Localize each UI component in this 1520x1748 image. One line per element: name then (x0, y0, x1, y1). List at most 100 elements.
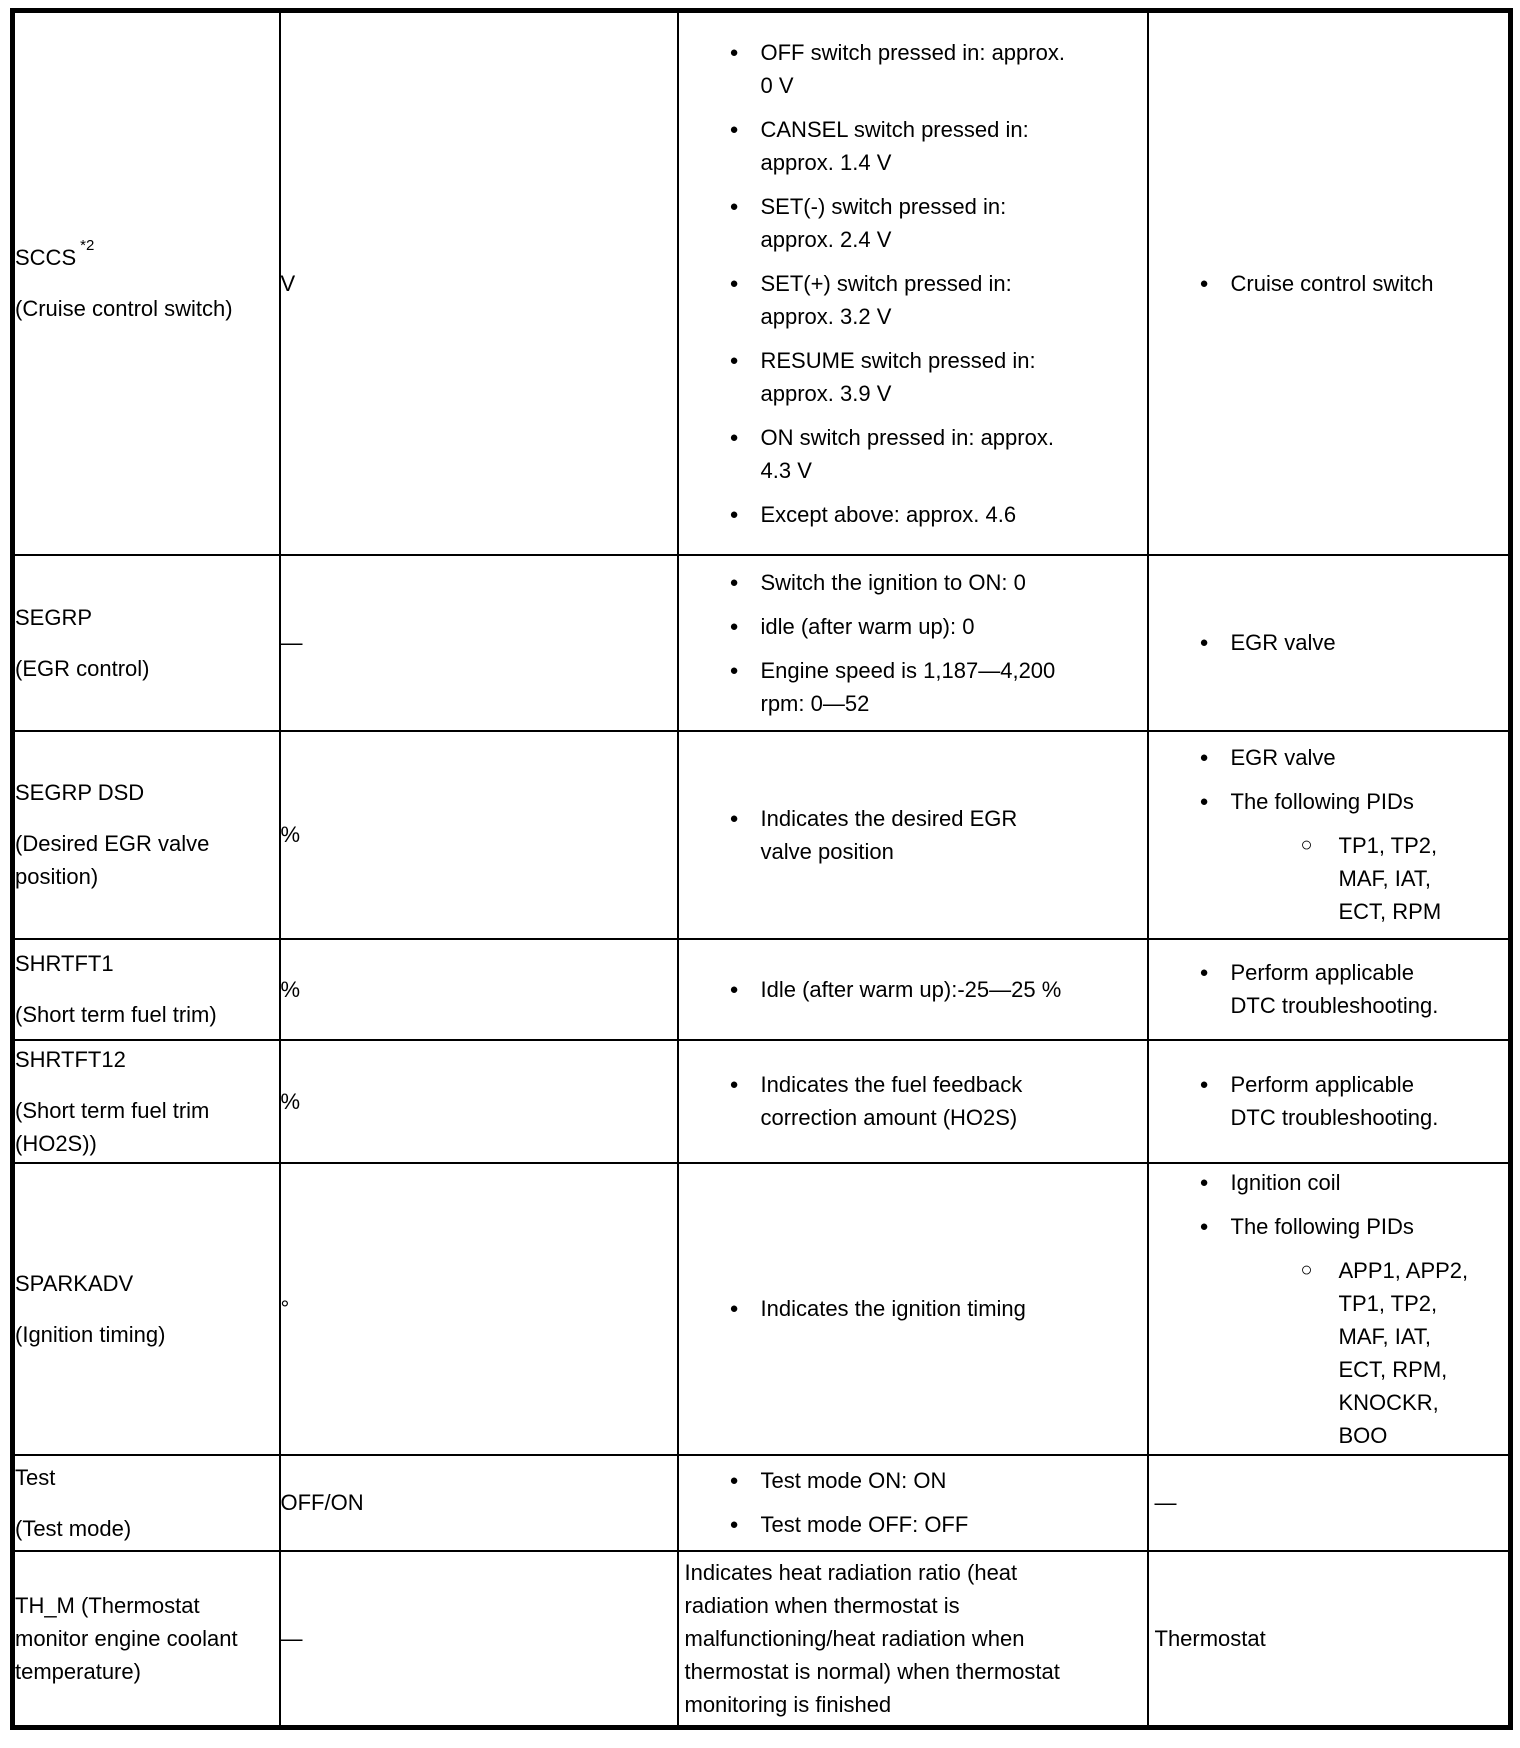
pid-cell: SHRTFT1 (Short term fuel trim) (11, 937, 281, 1041)
bullet-item: Indicates the desired EGR valve position (680, 802, 1146, 868)
text-item: Thermostat (1154, 1625, 1266, 1651)
sub-bullet-item: APP1, APP2, TP1, TP2, MAF, IAT, ECT, RPM… (1150, 1254, 1509, 1452)
action-cell: EGR valve (1146, 553, 1512, 732)
pid-description: (Test mode) (15, 1515, 132, 1541)
table-row: SCCS*2 (Cruise control switch) VOFF switch… (11, 9, 1512, 556)
pid-description: (EGR control) (15, 655, 150, 681)
unit-cell: V (278, 9, 679, 556)
bullet-item: Switch the ignition to ON: 0 (680, 566, 1146, 599)
pid-name: SCCS *2 (15, 236, 95, 271)
condition-cell: Indicates the fuel feedback correction a… (676, 1038, 1149, 1164)
action-list: Thermostat (1150, 1622, 1509, 1655)
unit-cell: OFF/ON (278, 1453, 679, 1552)
pid-description: (Short term fuel trim (HO2S)) (15, 1097, 210, 1156)
bullet-item: Perform applicable DTC troubleshooting. (1150, 956, 1509, 1022)
condition-cell: Indicates heat radiation ratio (heat rad… (676, 1549, 1149, 1729)
condition-list: Switch the ignition to ON: 0 idle (after … (680, 566, 1146, 720)
unit-cell: % (278, 937, 679, 1041)
bullet-item: Indicates the ignition timing (680, 1292, 1146, 1325)
bullet-item: Engine speed is 1,187—4,200 rpm: 0—52 (680, 654, 1146, 720)
condition-cell: Indicates the desired EGR valve position (676, 729, 1149, 940)
action-cell: Thermostat (1146, 1549, 1512, 1729)
pid-description: (Cruise control switch) (15, 296, 233, 322)
condition-cell: OFF switch pressed in: approx. 0 V CANSEL… (676, 9, 1149, 556)
action-cell: — (1146, 1453, 1512, 1552)
bullet-item: Except above: approx. 4.6 (680, 498, 1146, 531)
pid-cell: SCCS *2 (Cruise control switch) (11, 9, 281, 556)
pid-description: (Short term fuel trim) (15, 1002, 217, 1027)
bullet-item: OFF switch pressed in: approx. 0 V (680, 36, 1146, 102)
unit-cell: — (278, 553, 679, 732)
pid-name: TH_M (Thermostat monitor engine coolant … (15, 1592, 238, 1684)
condition-list: OFF switch pressed in: approx. 0 V CANSEL… (680, 36, 1146, 531)
bullet-item: RESUME switch pressed in: approx. 3.9 V (680, 344, 1146, 410)
action-cell: Ignition coil The following PIDs APP1, APP… (1146, 1161, 1512, 1456)
pid-name: SPARKADV (15, 1270, 134, 1296)
bullet-item: EGR valve (1150, 626, 1509, 659)
action-list: EGR valve (1150, 626, 1509, 659)
pid-monitor-table-body: SCCS*2 (Cruise control switch) VOFF switch… (11, 9, 1512, 1729)
pid-name: SEGRP DSD (15, 780, 145, 805)
condition-list: Test mode ON: ON Test mode OFF: OFF (680, 1464, 1146, 1541)
pid-cell: Test (Test mode) (11, 1453, 281, 1552)
bullet-item: CANSEL switch pressed in: approx. 1.4 V (680, 113, 1146, 179)
table-row: TH_M (Thermostat monitor engine coolant … (11, 1549, 1512, 1729)
pid-cell: TH_M (Thermostat monitor engine coolant … (11, 1549, 281, 1729)
bullet-item: SET(+) switch pressed in: approx. 3.2 V (680, 267, 1146, 333)
bullet-item: Indicates the fuel feedback correction a… (680, 1068, 1146, 1134)
bullet-item: Idle (after warm up):-25—25 % (680, 973, 1146, 1006)
condition-cell: Switch the ignition to ON: 0 idle (after … (676, 553, 1149, 732)
pid-name: SEGRP (15, 604, 93, 630)
pid-cell: SHRTFT12 (Short term fuel trim (HO2S)) (11, 1038, 281, 1164)
condition-list: Indicates heat radiation ratio (heat rad… (680, 1556, 1146, 1721)
pid-name: SHRTFT12 (15, 1046, 126, 1072)
action-list: Cruise control switch (1150, 267, 1509, 300)
bullet-item: EGR valve (1150, 741, 1509, 774)
condition-list: Indicates the desired EGR valve position (680, 802, 1146, 868)
pid-name: Test (15, 1464, 56, 1490)
action-list: EGR valve The following PIDs TP1, TP2, MAF… (1150, 741, 1509, 928)
pid-cell: SEGRP DSD (Desired EGR valve position) (11, 729, 281, 940)
action-cell: EGR valve The following PIDs TP1, TP2, MAF… (1146, 729, 1512, 940)
bullet-item: Ignition coil (1150, 1166, 1509, 1199)
action-cell: Cruise control switch (1146, 9, 1512, 556)
pid-description: (Desired EGR valve position) (15, 831, 210, 889)
table-row: SEGRP (EGR control) —Switch the ignition t… (11, 553, 1512, 732)
table-row: SEGRP DSD (Desired EGR valve position)%In… (11, 729, 1512, 940)
pid-cell: SPARKADV (Ignition timing) (11, 1161, 281, 1456)
condition-list: Indicates the ignition timing (680, 1292, 1146, 1325)
pid-name: SHRTFT1 (15, 951, 114, 976)
bullet-item: Test mode ON: ON (680, 1464, 1146, 1497)
pid-cell: SEGRP (EGR control) (11, 553, 281, 732)
action-cell: Perform applicable DTC troubleshooting. (1146, 937, 1512, 1041)
pid-footnote-marker: *2 (80, 236, 95, 254)
bullet-item: Cruise control switch (1150, 267, 1509, 300)
action-list: Ignition coil The following PIDs APP1, APP… (1150, 1166, 1509, 1452)
unit-cell: % (278, 729, 679, 940)
bullet-item: Perform applicable DTC troubleshooting. (1150, 1068, 1509, 1134)
table-row: SPARKADV (Ignition timing) °Indicates the … (11, 1161, 1512, 1456)
sub-bullet-item: TP1, TP2, MAF, IAT, ECT, RPM (1150, 829, 1509, 928)
condition-cell: Test mode ON: ON Test mode OFF: OFF (676, 1453, 1149, 1552)
bullet-item: The following PIDs (1150, 785, 1509, 818)
unit-cell: — (278, 1549, 679, 1729)
condition-list: Indicates the fuel feedback correction a… (680, 1068, 1146, 1134)
table-row: SHRTFT12 (Short term fuel trim (HO2S))%In… (11, 1038, 1512, 1164)
action-list: Perform applicable DTC troubleshooting. (1150, 1068, 1509, 1134)
condition-cell: Indicates the ignition timing (676, 1161, 1149, 1456)
bullet-item: The following PIDs (1150, 1210, 1509, 1243)
action-list: — (1150, 1486, 1509, 1519)
table-row: SHRTFT1 (Short term fuel trim)%Idle (afte… (11, 937, 1512, 1041)
bullet-item: idle (after warm up): 0 (680, 610, 1146, 643)
action-cell: Perform applicable DTC troubleshooting. (1146, 1038, 1512, 1164)
bullet-item: SET(-) switch pressed in: approx. 2.4 V (680, 190, 1146, 256)
unit-cell: % (278, 1038, 679, 1164)
bullet-item: ON switch pressed in: approx. 4.3 V (680, 421, 1146, 487)
condition-list: Idle (after warm up):-25—25 % (680, 973, 1146, 1006)
pid-monitor-table: SCCS*2 (Cruise control switch) VOFF switch… (10, 8, 1513, 1730)
text-item: Indicates heat radiation ratio (heat rad… (684, 1559, 1060, 1717)
bullet-item: Test mode OFF: OFF (680, 1508, 1146, 1541)
text-item: — (1154, 1490, 1177, 1515)
pid-description: (Ignition timing) (15, 1321, 166, 1347)
